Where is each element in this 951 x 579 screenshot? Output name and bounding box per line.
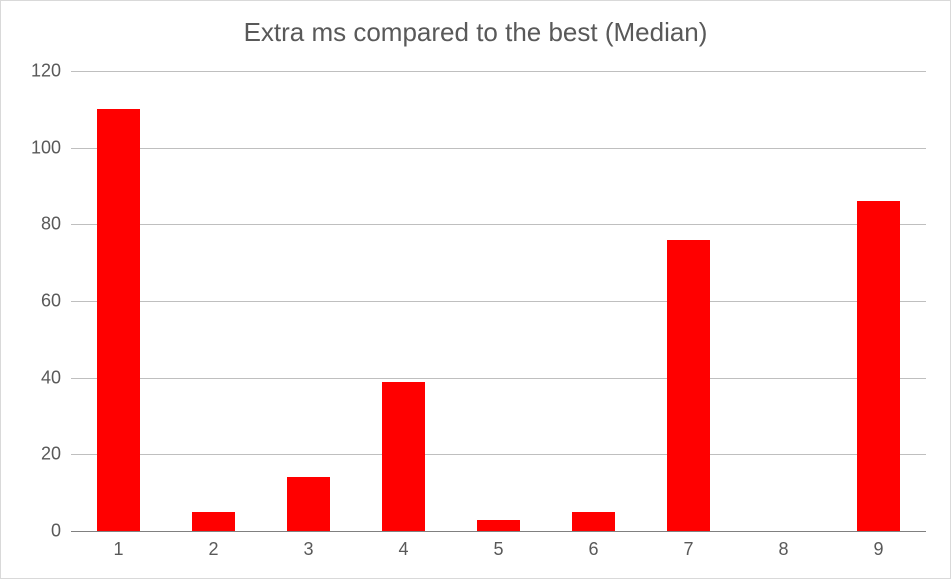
x-tick-label: 8 [778, 531, 788, 560]
chart-title: Extra ms compared to the best (Median) [1, 17, 950, 48]
bar [192, 512, 235, 531]
bar [97, 109, 140, 531]
x-tick-label: 6 [588, 531, 598, 560]
plot-area: 020406080100120123456789 [71, 71, 926, 531]
gridline [71, 224, 926, 225]
y-tick-label: 20 [41, 444, 71, 465]
y-tick-label: 80 [41, 214, 71, 235]
y-tick-label: 40 [41, 367, 71, 388]
gridline [71, 454, 926, 455]
bar [667, 240, 710, 531]
x-tick-label: 1 [113, 531, 123, 560]
bar [857, 201, 900, 531]
x-tick-label: 4 [398, 531, 408, 560]
chart-frame: Extra ms compared to the best (Median) 0… [0, 0, 951, 579]
bar [572, 512, 615, 531]
bar [382, 382, 425, 532]
x-tick-label: 9 [873, 531, 883, 560]
gridline [71, 148, 926, 149]
y-tick-label: 60 [41, 291, 71, 312]
x-tick-label: 3 [303, 531, 313, 560]
x-tick-label: 2 [208, 531, 218, 560]
bar [477, 520, 520, 532]
bar [287, 477, 330, 531]
gridline [71, 378, 926, 379]
gridline [71, 301, 926, 302]
y-tick-label: 0 [51, 521, 71, 542]
x-tick-label: 5 [493, 531, 503, 560]
x-tick-label: 7 [683, 531, 693, 560]
y-tick-label: 120 [31, 61, 71, 82]
y-tick-label: 100 [31, 137, 71, 158]
gridline [71, 71, 926, 72]
